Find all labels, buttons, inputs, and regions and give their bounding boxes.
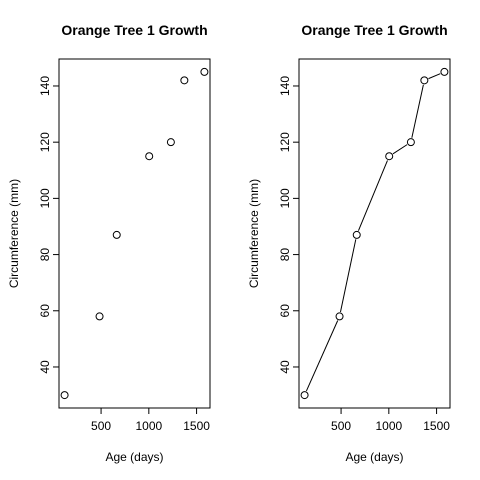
- series-line-segment: [305, 320, 339, 392]
- x-tick-label: 1000: [135, 419, 162, 433]
- series-line-segment: [411, 84, 424, 138]
- data-point: [180, 76, 189, 85]
- series-line-segment: [392, 144, 408, 155]
- chart-panel-1: Orange Tree 1 Growth 500 1000 1500 40 60 80 100…: [7, 22, 211, 464]
- series-line-segment: [428, 73, 441, 80]
- data-point: [406, 138, 415, 147]
- y-tick-label: 140: [38, 76, 52, 96]
- x-axis-label: Age (days): [345, 450, 403, 464]
- y-tick-label: 40: [38, 360, 52, 374]
- data-point: [352, 230, 361, 239]
- x-tick-label: 500: [331, 419, 351, 433]
- y-tick-label: 120: [278, 132, 292, 152]
- y-axis-label: Circumference (mm): [247, 179, 261, 288]
- data-point: [440, 67, 449, 76]
- data-point: [95, 312, 104, 321]
- y-tick-label: 100: [38, 188, 52, 208]
- y-tick-label: 80: [278, 248, 292, 262]
- data-point: [166, 138, 175, 147]
- data-point: [145, 152, 154, 161]
- chart-panel-2: Orange Tree 1 Growth 500 1000 1500 40 60 80 100…: [247, 22, 451, 464]
- y-tick-label: 40: [278, 360, 292, 374]
- data-point: [200, 67, 209, 76]
- x-tick-label: 1000: [375, 419, 402, 433]
- x-tick-label: 1500: [423, 419, 450, 433]
- chart-title: Orange Tree 1 Growth: [301, 22, 447, 38]
- chart-title: Orange Tree 1 Growth: [61, 22, 207, 38]
- y-axis-label: Circumference (mm): [7, 179, 21, 288]
- series-line-segment: [357, 160, 388, 231]
- data-point: [300, 391, 309, 400]
- data-point: [60, 391, 69, 400]
- y-tick-label: 60: [38, 304, 52, 318]
- y-tick-label: 120: [38, 132, 52, 152]
- data-point: [385, 152, 394, 161]
- data-point: [420, 76, 429, 85]
- x-axis-label: Age (days): [105, 450, 163, 464]
- plot-frame: [58, 58, 211, 409]
- x-tick-label: 500: [91, 419, 111, 433]
- y-tick-label: 80: [38, 248, 52, 262]
- data-point: [112, 230, 121, 239]
- series-line-segment: [339, 239, 357, 313]
- y-tick-label: 100: [278, 188, 292, 208]
- plot-frame: [298, 58, 451, 409]
- y-tick-label: 60: [278, 304, 292, 318]
- x-tick-label: 1500: [183, 419, 210, 433]
- y-tick-label: 140: [278, 76, 292, 96]
- data-point: [335, 312, 344, 321]
